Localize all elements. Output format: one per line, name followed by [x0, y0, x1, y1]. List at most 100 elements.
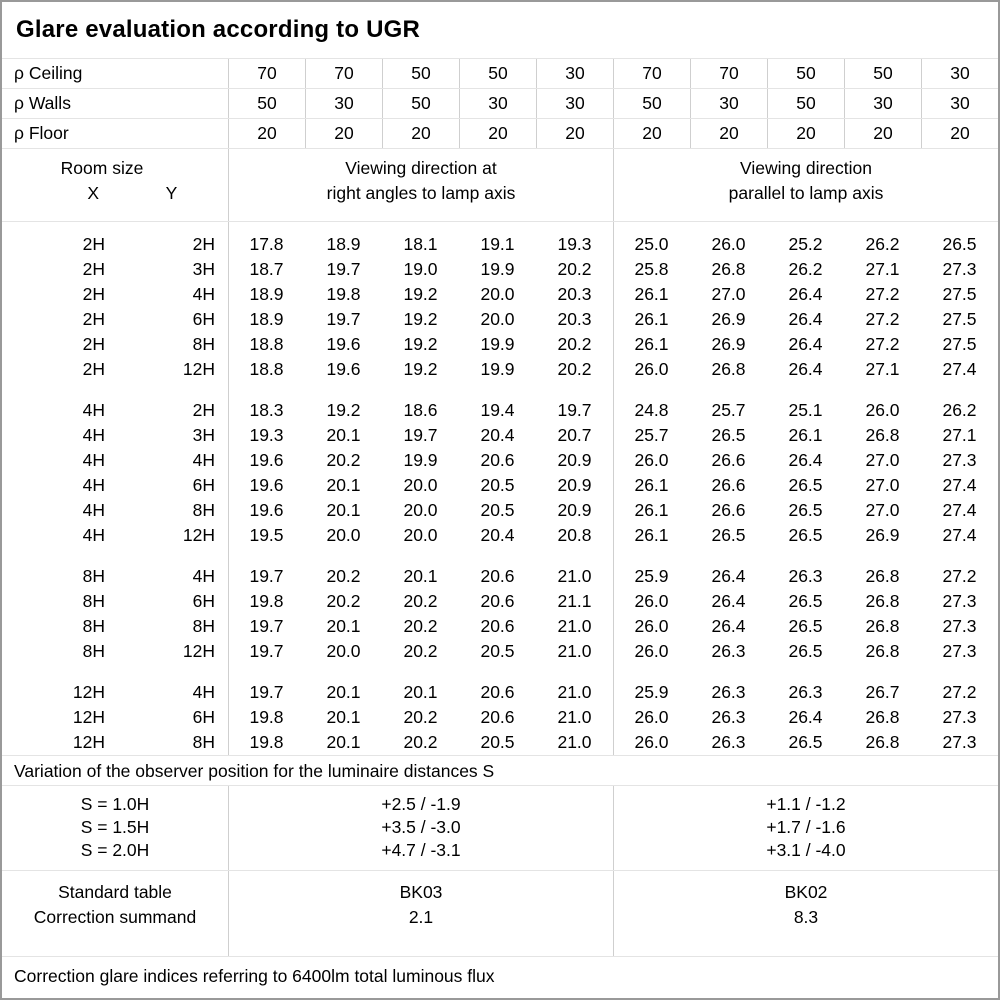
ugr-value: 26.5 — [788, 732, 823, 752]
ugr-value: 27.3 — [942, 641, 977, 661]
ugr-value: 20.6 — [480, 682, 515, 702]
ugr-value: 26.3 — [711, 707, 746, 727]
ugr-group: 8H 4H 19.7 20.2 20.1 20.6 21.0 25.9 26.4 26.3 26.8… — [2, 564, 998, 664]
ugr-group: 4H 2H 18.3 19.2 18.6 19.4 19.7 24.8 25.7 25.1 26.0… — [2, 398, 998, 548]
room-x: 8H — [82, 591, 105, 611]
ugr-value: 26.1 — [634, 334, 669, 354]
ugr-row: 2H 2H 17.8 18.9 18.1 19.1 19.3 25.0 26.0 25.2 26.2… — [2, 232, 998, 257]
room-x: 2H — [82, 284, 105, 304]
ugr-value: 19.6 — [249, 500, 284, 520]
ugr-value: 20.2 — [326, 591, 361, 611]
ugr-value: 27.4 — [942, 359, 977, 379]
ugr-value: 26.6 — [711, 450, 746, 470]
ugr-value: 26.5 — [788, 500, 823, 520]
ugr-row: 4H 8H 19.6 20.1 20.0 20.5 20.9 26.1 26.6 26.5 27.0… — [2, 498, 998, 523]
ugr-value: 27.2 — [865, 309, 900, 329]
ugr-value: 20.5 — [480, 641, 515, 661]
ugr-value: 20.8 — [557, 525, 592, 545]
x-column-header: X — [87, 183, 99, 203]
ugr-value: 19.2 — [403, 309, 438, 329]
reflectance-value: 20 — [382, 119, 459, 148]
ugr-value: 20.3 — [557, 284, 592, 304]
ugr-value: 25.9 — [634, 682, 669, 702]
ugr-value: 27.4 — [942, 500, 977, 520]
ugr-value: 20.2 — [326, 566, 361, 586]
reflectance-value: 70 — [690, 59, 767, 88]
ugr-value: 19.2 — [326, 400, 361, 420]
ugr-value: 21.0 — [557, 641, 592, 661]
reflectance-value: 50 — [459, 59, 536, 88]
ugr-value: 19.6 — [249, 475, 284, 495]
ugr-value: 26.4 — [788, 284, 823, 304]
ugr-value: 18.8 — [249, 334, 284, 354]
ugr-value: 26.4 — [788, 334, 823, 354]
ugr-value: 26.0 — [634, 359, 669, 379]
ugr-value: 20.5 — [480, 475, 515, 495]
ugr-row: 12H 8H 19.8 20.1 20.2 20.5 21.0 26.0 26.3 26.5 26.… — [2, 730, 998, 755]
ugr-row: 12H 6H 19.8 20.1 20.2 20.6 21.0 26.0 26.3 26.4 26.… — [2, 705, 998, 730]
ugr-row: 8H 8H 19.7 20.1 20.2 20.6 21.0 26.0 26.4 26.5 26.8… — [2, 614, 998, 639]
reflectance-value: 20 — [921, 119, 998, 148]
ugr-value: 19.9 — [480, 359, 515, 379]
s-label: S = 1.0H — [80, 794, 150, 814]
ugr-value: 27.5 — [942, 309, 977, 329]
ugr-value: 20.0 — [403, 500, 438, 520]
reflectance-value: 20 — [690, 119, 767, 148]
ugr-value: 20.1 — [326, 682, 361, 702]
ugr-row: 2H 8H 18.8 19.6 19.2 19.9 20.2 26.1 26.9 26.4 27.2… — [2, 332, 998, 357]
y-column-header: Y — [165, 183, 178, 203]
reflectance-value: 20 — [767, 119, 844, 148]
ugr-value: 20.1 — [403, 566, 438, 586]
variation-note: Variation of the observer position for t… — [2, 755, 998, 786]
ugr-value: 19.2 — [403, 359, 438, 379]
s-value: +2.5 / -1.9 — [381, 794, 461, 814]
room-x: 8H — [82, 616, 105, 636]
s-label: S = 1.5H — [80, 817, 150, 837]
ugr-row: 4H 4H 19.6 20.2 19.9 20.6 20.9 26.0 26.6 26.4 27.0… — [2, 448, 998, 473]
ugr-value: 25.2 — [788, 234, 823, 254]
ugr-value: 26.8 — [865, 566, 900, 586]
reflectance-value: 50 — [613, 89, 690, 118]
reflectance-value: 30 — [690, 89, 767, 118]
ugr-value: 20.2 — [557, 359, 592, 379]
ugr-row: 8H 12H 19.7 20.0 20.2 20.5 21.0 26.0 26.3 26.5 26.… — [2, 639, 998, 664]
reflectance-value: 70 — [228, 59, 305, 88]
ugr-value: 26.0 — [634, 707, 669, 727]
ugr-value: 18.9 — [326, 234, 361, 254]
ugr-value: 26.4 — [711, 591, 746, 611]
ugr-value: 26.8 — [865, 591, 900, 611]
room-y: 8H — [192, 616, 215, 636]
ugr-value: 20.2 — [403, 732, 438, 752]
ugr-value: 18.8 — [249, 359, 284, 379]
ugr-value: 25.8 — [634, 259, 669, 279]
ugr-value: 27.2 — [865, 284, 900, 304]
ugr-value: 19.7 — [557, 400, 592, 420]
room-y: 4H — [192, 682, 215, 702]
reflectance-value: 50 — [767, 89, 844, 118]
ugr-value: 26.1 — [634, 475, 669, 495]
ugr-value: 20.6 — [480, 566, 515, 586]
ugr-value: 25.1 — [788, 400, 823, 420]
room-x: 12H — [72, 732, 105, 752]
reflectance-row: ρ Floor 20 20 20 20 20 20 20 20 20 20 — [2, 119, 998, 149]
reflectance-value: 50 — [382, 89, 459, 118]
ugr-value: 21.1 — [557, 591, 592, 611]
room-x: 4H — [82, 450, 105, 470]
ugr-value: 20.1 — [326, 616, 361, 636]
ugr-value: 27.1 — [942, 425, 977, 445]
ugr-value: 27.4 — [942, 525, 977, 545]
correction-summand-parallel: 8.3 — [793, 907, 819, 927]
reflectance-value: 50 — [844, 59, 921, 88]
ugr-value: 26.4 — [788, 359, 823, 379]
room-x: 4H — [82, 425, 105, 445]
ugr-value: 19.0 — [403, 259, 438, 279]
ugr-row: 2H 12H 18.8 19.6 19.2 19.9 20.2 26.0 26.8 26.4 27.… — [2, 357, 998, 382]
s-value: +3.5 / -3.0 — [381, 817, 461, 837]
reflectance-label: ρ Ceiling — [14, 63, 83, 83]
ugr-value: 21.0 — [557, 616, 592, 636]
ugr-value: 20.5 — [480, 732, 515, 752]
ugr-row: 8H 4H 19.7 20.2 20.1 20.6 21.0 25.9 26.4 26.3 26.8… — [2, 564, 998, 589]
s-label: S = 2.0H — [80, 840, 150, 860]
ugr-value: 26.8 — [711, 259, 746, 279]
ugr-value: 26.7 — [865, 682, 900, 702]
